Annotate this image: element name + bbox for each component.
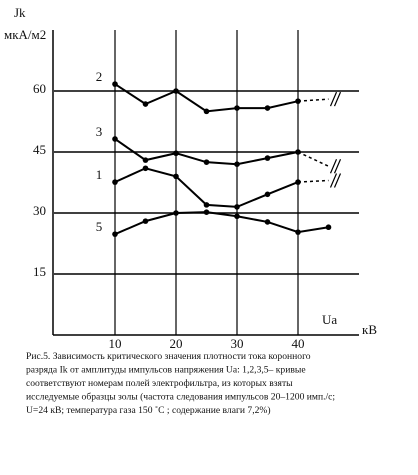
caption-line: исследуемые образцы золы (частота следов… <box>26 392 335 403</box>
caption-line: соответствуют номерам полей электрофильт… <box>26 378 293 389</box>
point <box>112 179 118 185</box>
point <box>112 231 118 237</box>
y-label: Jk <box>14 5 26 20</box>
point <box>142 165 149 172</box>
caption-line: U=24 кВ; температура газа 150 ˚С ; содер… <box>26 405 271 416</box>
x-label: Ua <box>322 312 337 327</box>
point <box>112 136 118 142</box>
point <box>325 224 332 231</box>
x-tick-label: 30 <box>231 336 244 351</box>
series-label: 3 <box>96 124 103 139</box>
series-label: 2 <box>96 69 103 84</box>
break-mark <box>329 158 342 174</box>
point <box>264 191 271 198</box>
point <box>264 219 271 225</box>
x-tick-label: 10 <box>109 336 122 351</box>
point <box>142 101 149 107</box>
point <box>173 210 179 216</box>
point <box>142 157 149 163</box>
caption-line: разряда Ik от амплитуды импульсов напряж… <box>26 365 306 376</box>
point <box>234 105 240 111</box>
point <box>234 161 240 167</box>
series-dashed <box>297 151 329 167</box>
series-line <box>114 167 299 208</box>
point <box>203 108 210 115</box>
y-tick-label: 30 <box>33 203 46 218</box>
point <box>173 150 179 157</box>
x-tick-label: 20 <box>170 336 183 351</box>
point <box>173 173 179 180</box>
y-tick-label: 15 <box>33 264 46 279</box>
point <box>295 179 301 185</box>
point <box>295 229 301 235</box>
point <box>142 218 149 224</box>
break-mark <box>329 91 342 107</box>
series-dashed <box>297 98 329 102</box>
point <box>234 204 240 210</box>
series-label: 1 <box>96 167 103 182</box>
point <box>264 155 271 161</box>
point <box>203 202 210 208</box>
point <box>264 105 271 111</box>
y-tick-label: 45 <box>33 142 46 157</box>
x-tick-label: 40 <box>292 336 305 351</box>
y-tick-label: 60 <box>33 81 46 96</box>
point <box>203 159 210 165</box>
break-mark <box>329 173 342 188</box>
caption-line: Рис.5. Зависимость критического значения… <box>26 351 311 362</box>
point <box>173 88 179 94</box>
series-dashed <box>297 179 329 183</box>
point <box>112 81 118 87</box>
point <box>295 149 301 155</box>
point <box>295 98 301 104</box>
series-label: 5 <box>96 219 103 234</box>
series-line <box>114 211 329 236</box>
series-line <box>114 83 299 113</box>
x-unit: кВ <box>362 322 377 337</box>
point <box>234 213 240 220</box>
point <box>203 209 210 215</box>
y-unit: мкА/м2 <box>4 27 46 42</box>
